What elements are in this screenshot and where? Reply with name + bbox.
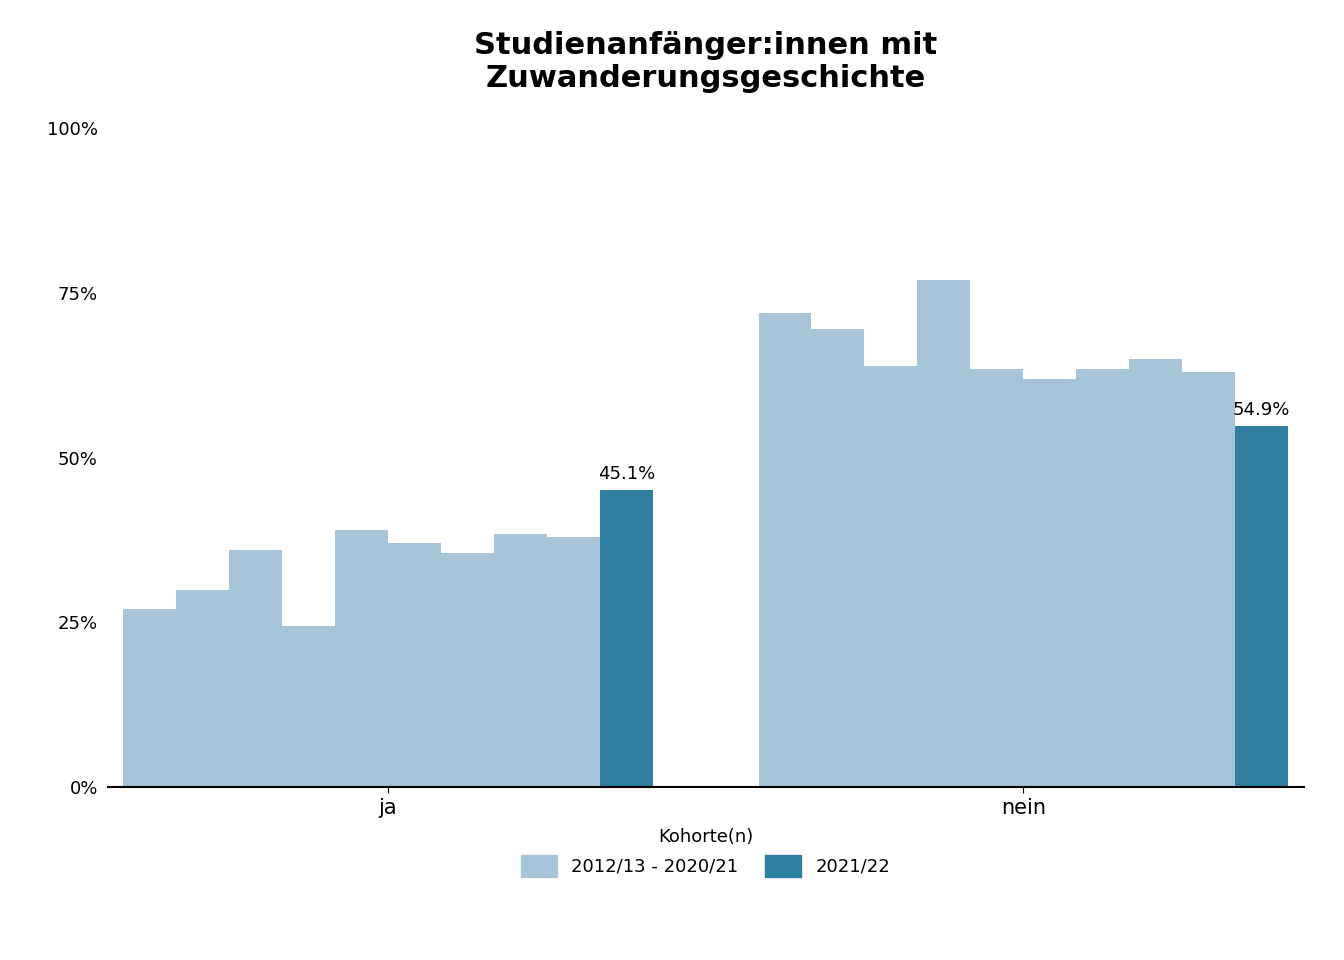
Bar	[1129, 359, 1181, 787]
Bar	[388, 543, 441, 787]
Bar	[1235, 425, 1288, 787]
Bar	[1023, 379, 1077, 787]
Bar	[230, 550, 282, 787]
Bar	[758, 313, 812, 787]
Bar	[441, 553, 493, 787]
Bar	[918, 280, 970, 787]
Bar	[493, 534, 547, 787]
Text: 45.1%: 45.1%	[598, 466, 655, 484]
Bar	[124, 610, 176, 787]
Title: Studienanfänger:innen mit
Zuwanderungsgeschichte: Studienanfänger:innen mit Zuwanderungsge…	[474, 31, 937, 93]
Bar	[176, 589, 230, 787]
Legend: 2012/13 - 2020/21, 2021/22: 2012/13 - 2020/21, 2021/22	[512, 819, 899, 886]
Bar	[282, 626, 335, 787]
Text: 54.9%: 54.9%	[1232, 401, 1290, 419]
Bar	[864, 366, 918, 787]
Bar	[812, 329, 864, 787]
Bar	[1181, 372, 1235, 787]
Bar	[599, 490, 653, 787]
Bar	[970, 369, 1023, 787]
Bar	[547, 537, 599, 787]
Bar	[1077, 369, 1129, 787]
Bar	[335, 530, 388, 787]
